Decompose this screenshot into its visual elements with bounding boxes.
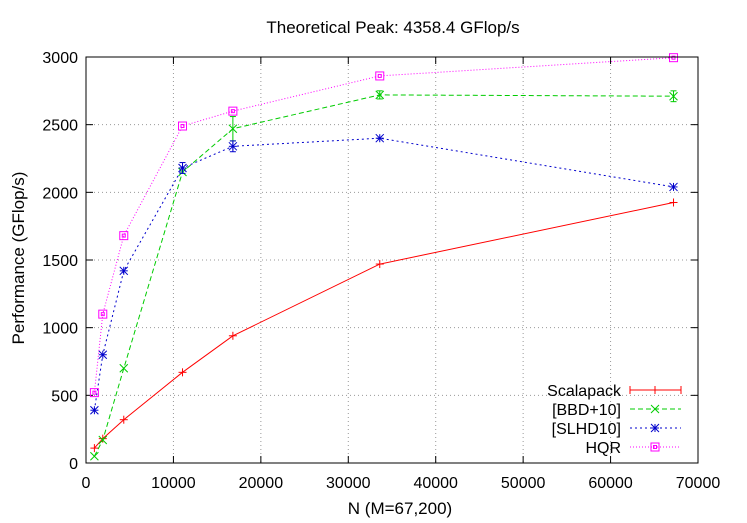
y-tick-label: 3000 xyxy=(42,50,78,67)
data-point xyxy=(90,444,99,453)
data-point xyxy=(375,90,385,100)
data-point xyxy=(119,363,129,373)
legend-label: HQR xyxy=(585,440,621,457)
y-axis-label: Performance (GFlop/s) xyxy=(9,172,28,345)
data-point xyxy=(90,405,99,415)
data-point xyxy=(98,435,108,445)
data-point xyxy=(119,266,129,276)
legend-entry: Scalapack xyxy=(547,383,682,400)
plot-frame xyxy=(85,56,699,464)
data-point xyxy=(178,121,188,131)
data-point xyxy=(669,53,679,63)
y-tick-label: 0 xyxy=(69,456,78,473)
legend-entry: HQR xyxy=(585,440,681,457)
data-point xyxy=(90,451,99,461)
x-axis-label: N (M=67,200) xyxy=(348,499,452,518)
y-tick-label: 2500 xyxy=(42,118,78,135)
y-tick-label: 1000 xyxy=(42,321,78,338)
data-point xyxy=(89,388,99,398)
data-point xyxy=(178,163,187,173)
x-tick-label: 70000 xyxy=(676,475,721,492)
series-slhd10 xyxy=(90,133,678,415)
data-point xyxy=(375,71,385,81)
data-point xyxy=(119,415,128,424)
data-point xyxy=(228,124,238,134)
y-tick-label: 500 xyxy=(51,388,78,405)
chart-title: Theoretical Peak: 4358.4 GFlop/s xyxy=(266,18,519,37)
data-point xyxy=(119,231,129,241)
y-tick-label: 2000 xyxy=(42,185,78,202)
legend-marker xyxy=(650,404,660,414)
legend-label: Scalapack xyxy=(547,383,622,400)
legend-marker xyxy=(651,386,659,394)
legend-label: [SLHD10] xyxy=(552,421,621,438)
x-tick-label: 60000 xyxy=(588,475,633,492)
data-point xyxy=(669,91,678,101)
data-point xyxy=(228,106,238,116)
x-tick-label: 10000 xyxy=(151,475,196,492)
legend-marker xyxy=(650,423,660,433)
data-point xyxy=(669,182,678,192)
data-point xyxy=(98,350,108,360)
series-line xyxy=(93,57,674,393)
data-point xyxy=(178,368,187,377)
data-point xyxy=(228,141,238,151)
axis-ticks: 0 10000 20000 30000 40000 50000 60000 70000 0 500… xyxy=(42,50,720,492)
data-point xyxy=(375,260,384,269)
data-point xyxy=(375,133,385,143)
legend-label: [BBD+10] xyxy=(552,402,621,419)
data-point xyxy=(228,331,237,340)
series-layer xyxy=(89,53,679,461)
x-tick-label: 40000 xyxy=(413,475,458,492)
series-hqr xyxy=(89,53,679,398)
legend-entry: [BBD+10] xyxy=(552,402,681,419)
data-point xyxy=(98,309,108,319)
x-tick-label: 50000 xyxy=(501,475,546,492)
series-line xyxy=(93,137,674,411)
x-tick-label: 30000 xyxy=(326,475,371,492)
x-tick-label: 0 xyxy=(82,475,91,492)
x-tick-label: 20000 xyxy=(239,475,284,492)
data-point xyxy=(669,198,678,207)
legend: Scalapack [BBD+10] [SLHD10] HQR xyxy=(547,383,682,457)
y-tick-label: 1500 xyxy=(42,253,78,270)
legend-entry: [SLHD10] xyxy=(552,421,681,438)
legend-marker xyxy=(650,442,660,452)
